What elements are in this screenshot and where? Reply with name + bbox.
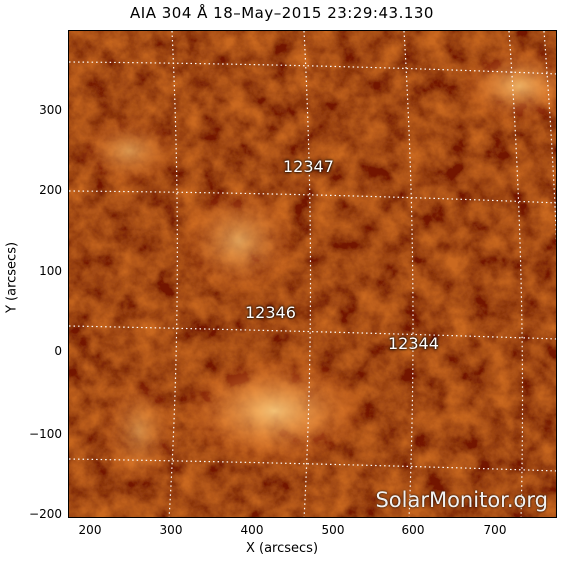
x-tick-label: 500 [321,523,345,537]
x-tick-label: 200 [78,523,102,537]
watermark: SolarMonitor.org [375,488,548,512]
y-tick-label: 200 [39,183,62,197]
y-tick-label: 300 [39,103,62,117]
x-tick-label: 600 [401,523,425,537]
region-label-12346: 12346 [245,303,296,322]
solar-image [68,30,557,518]
y-tick-label: −100 [29,427,62,441]
heliographic-grid [69,31,556,517]
y-tick-label: −200 [29,507,62,521]
x-tick-label: 300 [159,523,183,537]
x-axis-label: X (arcsecs) [245,541,319,556]
y-tick-label: 100 [39,264,62,278]
region-label-12344: 12344 [388,334,439,353]
y-axis-label: Y (arcsecs) [4,241,20,314]
x-tick-label: 700 [483,523,507,537]
y-tick-label: 0 [54,344,62,358]
region-label-12347: 12347 [283,157,334,176]
image-title: AIA 304 Å 18–May–2015 23:29:43.130 [130,4,434,22]
x-tick-label: 400 [240,523,264,537]
solar-texture [69,31,556,517]
